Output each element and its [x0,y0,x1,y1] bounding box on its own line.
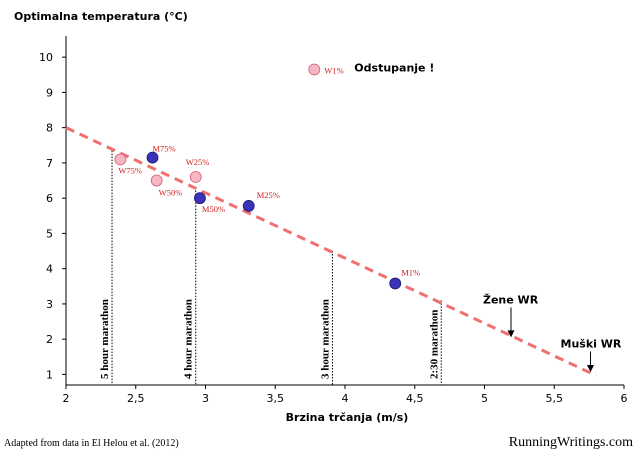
trend-line [65,126,597,377]
watermark: RunningWritings.com [509,435,633,450]
women-data-point [150,174,163,187]
point-label: M75% [152,144,175,154]
y-tick-label: 10 [39,51,53,64]
x-tick-label: 4 [342,392,349,405]
point-label: W75% [118,165,142,175]
x-axis-label: Brzina trčanja (m/s) [286,411,409,424]
point-label: M1% [401,267,420,277]
marathon-marker-label: 2:30 marathon [428,310,440,379]
point-label: W50% [159,188,183,198]
y-axis-ticks: 1 2 3 4 5 6 7 8 9 10 [39,51,66,381]
women-wr-arrowhead [507,330,515,338]
x-tick-label: 6 [621,392,628,405]
point-label: W1% [324,65,343,75]
marathon-marker-label: 4 hour marathon [183,299,195,379]
x-tick-label: 2 [63,392,70,405]
y-tick-label: 5 [46,227,53,240]
data-points [114,63,402,290]
y-tick-label: 8 [46,122,53,135]
y-tick-label: 6 [46,192,53,205]
x-tick-label: 3,5 [267,392,285,405]
x-tick-label: 2,5 [127,392,145,405]
y-tick-label: 1 [46,368,53,381]
y-tick-label: 4 [46,263,53,276]
point-label: M50% [202,204,225,214]
x-tick-label: 4,5 [406,392,424,405]
women-data-point [189,171,202,183]
point-label: W25% [186,157,210,167]
marathon-marker-label: 5 hour marathon [99,299,111,379]
men-wr-arrowhead [587,364,595,372]
marathon-markers: 5 hour marathon 4 hour marathon 3 hour mar… [99,150,442,385]
y-tick-label: 2 [46,333,53,346]
marathon-marker-label: 3 hour marathon [319,299,331,379]
point-labels: W75% W50% W25% W1% M75% M50% M25% M1% [118,65,420,277]
women-data-point [308,63,321,76]
source-note: Adapted from data in El Helou et al. (20… [4,438,179,449]
chart-title: Optimalna temperatura (°C) [14,10,188,23]
x-tick-label: 5 [481,392,488,405]
y-tick-label: 9 [46,86,53,99]
men-data-point [194,192,206,205]
men-data-point [146,151,159,164]
x-tick-label: 3 [202,392,209,405]
x-axis-ticks: 2 2,5 3 3,5 4 4,5 5 5,5 6 [63,385,628,405]
women-data-point [114,153,127,166]
y-tick-label: 7 [46,157,53,170]
men-wr-annotation: Muški WR [561,338,622,351]
women-wr-annotation: Žene WR [483,293,539,306]
x-tick-label: 5,5 [546,392,564,405]
outlier-annotation: Odstupanje ! [354,61,434,74]
point-label: M25% [257,190,280,200]
men-data-point [389,277,402,290]
y-tick-label: 3 [46,298,53,311]
men-data-point [242,200,255,212]
